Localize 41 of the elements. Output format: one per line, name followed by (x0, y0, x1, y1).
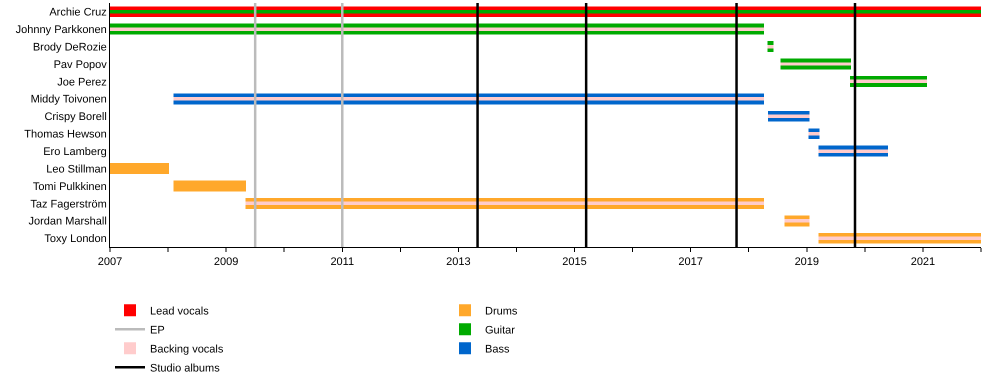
y-tick-label: Brody DeRozie (32, 41, 107, 54)
bar (173, 97, 764, 101)
y-tick-label: Joe Perez (57, 76, 107, 88)
x-tick-label: 2013 (446, 256, 471, 268)
legend-label: Lead vocals (150, 306, 210, 318)
y-tick-label: Jordan Marshall (28, 216, 107, 228)
y-tick-label: Toxy London (44, 233, 107, 246)
x-tick-label: 2011 (330, 256, 354, 268)
bar (767, 44, 774, 48)
bar (245, 202, 764, 206)
x-tick-label: 2007 (98, 256, 122, 268)
y-tick-label: Ero Lamberg (43, 146, 107, 158)
y-tick-label: Thomas Hewson (24, 128, 107, 141)
bar (818, 149, 888, 153)
y-tick-label: Middy Toivonen (30, 94, 107, 106)
bar (768, 114, 810, 118)
bar (784, 219, 810, 223)
y-tick-label: Crispy Borell (44, 111, 107, 124)
legend-label: EP (150, 324, 165, 337)
legend-label: Guitar (485, 324, 516, 337)
x-tick-label: 2009 (214, 256, 238, 268)
bar (850, 80, 927, 84)
bar (110, 27, 764, 31)
legend-label: Bass (485, 344, 510, 356)
x-tick-label: 2017 (678, 256, 703, 268)
y-tick-label: Taz Fagerström (30, 198, 107, 210)
bar (808, 132, 820, 136)
x-tick-label: 2021 (910, 256, 936, 268)
bar (818, 236, 981, 240)
y-tick-label: Pav Popov (54, 58, 108, 71)
x-tick-label: 2015 (562, 256, 587, 268)
x-tick-label: 2019 (794, 256, 820, 268)
bar (110, 163, 170, 174)
bar (173, 180, 246, 192)
legend-label: Backing vocals (150, 344, 224, 356)
legend-label: Studio albums (150, 362, 220, 375)
y-tick-label: Tomi Pulkkinen (32, 180, 107, 193)
y-tick-label: Johnny Parkkonen (16, 24, 107, 36)
y-tick-label: Archie Cruz (49, 6, 107, 19)
y-tick-label: Leo Stillman (46, 163, 107, 176)
legend-label: Drums (485, 306, 518, 318)
